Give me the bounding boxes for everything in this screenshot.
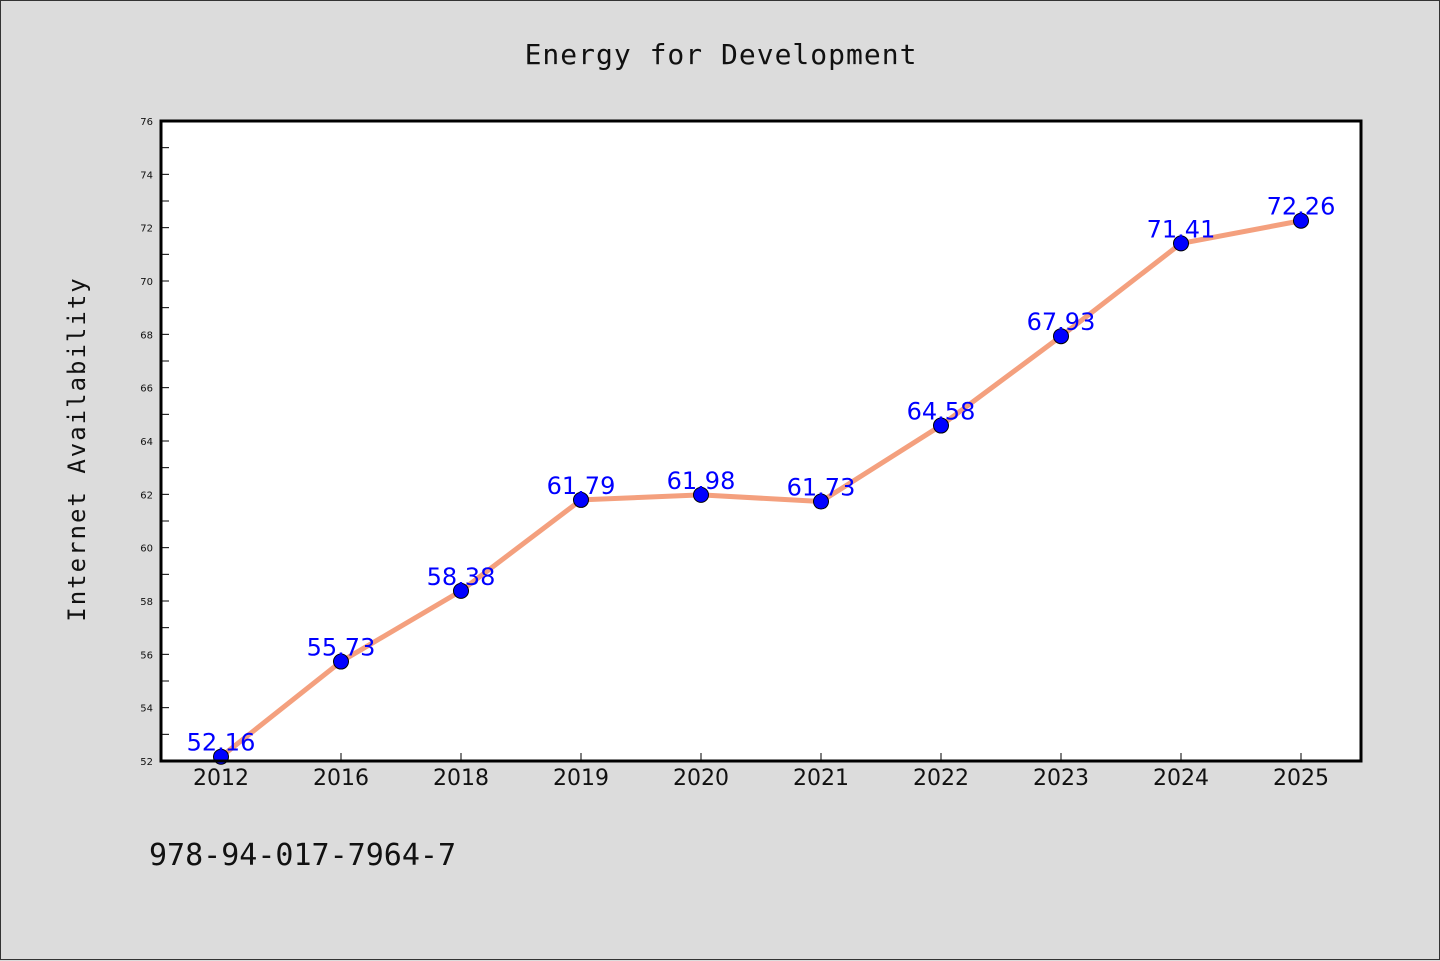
- data-point: [813, 493, 829, 510]
- series-line: [218, 218, 1304, 760]
- data-point: [1293, 212, 1309, 229]
- data-label: 67.93: [1027, 308, 1096, 336]
- y-tick-label: 56: [140, 650, 153, 661]
- y-tick-label: 74: [140, 170, 153, 181]
- data-point: [333, 653, 349, 670]
- data-point: [933, 417, 949, 434]
- y-tick-label: 72: [140, 224, 153, 235]
- data-point: [1053, 328, 1069, 345]
- data-label: 71.41: [1147, 215, 1216, 243]
- x-tick-label: 2021: [793, 766, 849, 791]
- x-tick-label: 2012: [193, 766, 249, 791]
- y-tick-label: 58: [140, 597, 153, 608]
- x-tick-label: 2019: [553, 766, 609, 791]
- x-tick-label: 2023: [1033, 766, 1089, 791]
- x-tick-label: 2020: [673, 766, 729, 791]
- y-tick-label: 68: [140, 330, 153, 341]
- data-label: 52.16: [187, 729, 256, 757]
- data-point: [693, 486, 709, 503]
- y-axis-label: Internet Availability: [63, 276, 91, 621]
- y-tick-label: 64: [140, 437, 153, 448]
- data-label: 61.79: [547, 472, 616, 500]
- data-point: [453, 582, 469, 599]
- footer-isbn: 978-94-017-7964-7: [149, 838, 456, 873]
- data-label: 61.98: [667, 467, 736, 495]
- y-tick-label: 66: [140, 384, 153, 395]
- data-label: 55.73: [307, 634, 376, 662]
- x-tick-label: 2022: [913, 766, 969, 791]
- x-tick-label: 2024: [1153, 766, 1209, 791]
- y-tick-label: 54: [140, 704, 153, 715]
- y-tick-label: 52: [140, 757, 153, 768]
- chart-title: Energy for Development: [525, 38, 918, 71]
- data-label: 64.58: [907, 398, 976, 426]
- x-tick-label: 2018: [433, 766, 489, 791]
- data-point: [1173, 235, 1189, 252]
- data-label: 72.26: [1267, 193, 1336, 221]
- y-tick-label: 62: [140, 490, 153, 501]
- y-tick-label: 76: [140, 117, 153, 128]
- x-tick-label: 2025: [1273, 766, 1329, 791]
- plot-area: [161, 121, 1361, 761]
- x-axis-ticks: 2012 2016 2018 2019 2020 2021 2022 2023 2024 2025: [193, 753, 1329, 791]
- y-tick-label: 70: [140, 277, 153, 288]
- x-tick-label: 2016: [313, 766, 369, 791]
- data-label: 58.38: [427, 563, 496, 591]
- plot-border: [159, 119, 1363, 763]
- data-label: 61.73: [787, 474, 856, 502]
- y-tick-label: 60: [140, 544, 153, 555]
- data-point: [573, 491, 589, 508]
